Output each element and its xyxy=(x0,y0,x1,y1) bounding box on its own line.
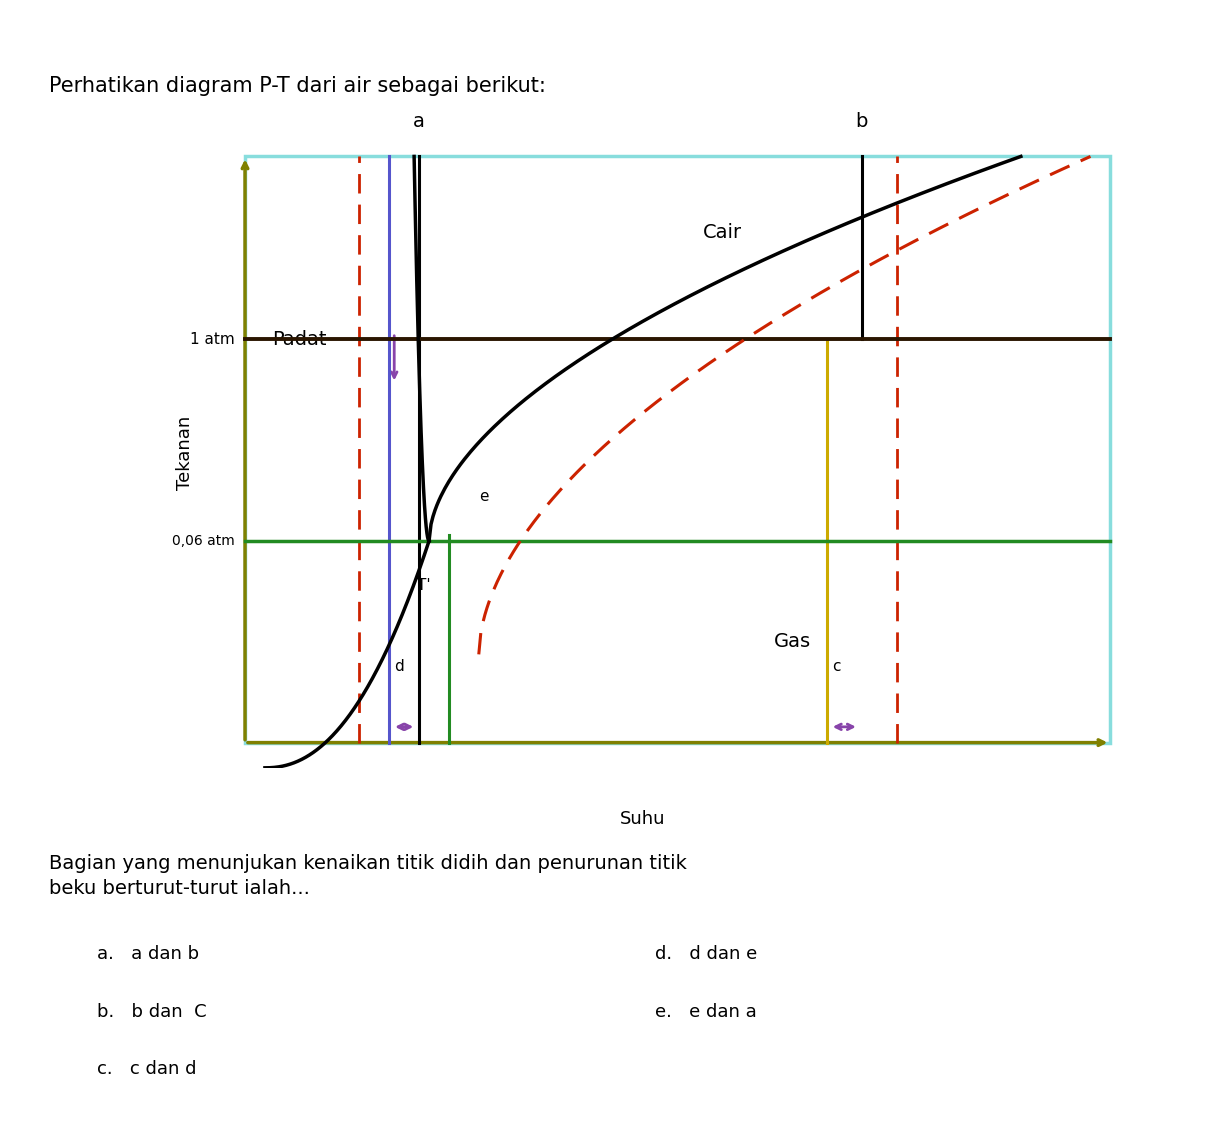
Text: Bagian yang menunjukan kenaikan titik didih dan penurunan titik
beku berturut-tu: Bagian yang menunjukan kenaikan titik di… xyxy=(49,854,687,897)
Bar xyxy=(245,156,1110,743)
Text: a: a xyxy=(414,112,425,131)
Text: c: c xyxy=(832,659,841,675)
Text: c.   c dan d: c. c dan d xyxy=(97,1060,197,1078)
Text: Perhatikan diagram P-T dari air sebagai berikut:: Perhatikan diagram P-T dari air sebagai … xyxy=(49,76,546,96)
Text: d: d xyxy=(394,659,404,675)
Text: a.   a dan b: a. a dan b xyxy=(97,945,199,964)
Text: d.   d dan e: d. d dan e xyxy=(655,945,757,964)
Text: T': T' xyxy=(417,578,431,592)
Text: b.   b dan  C: b. b dan C xyxy=(97,1003,212,1021)
Text: Gas: Gas xyxy=(774,633,810,651)
Text: 0,06 atm: 0,06 atm xyxy=(172,534,235,548)
Text: 1 atm: 1 atm xyxy=(190,331,235,347)
Text: Cair: Cair xyxy=(702,222,742,242)
Text: Padat: Padat xyxy=(273,330,328,348)
Text: e.   e dan a: e. e dan a xyxy=(655,1003,757,1021)
Text: Suhu: Suhu xyxy=(620,810,666,829)
Text: b: b xyxy=(855,112,869,131)
Text: Tekanan: Tekanan xyxy=(176,416,194,489)
Text: e: e xyxy=(479,489,489,504)
